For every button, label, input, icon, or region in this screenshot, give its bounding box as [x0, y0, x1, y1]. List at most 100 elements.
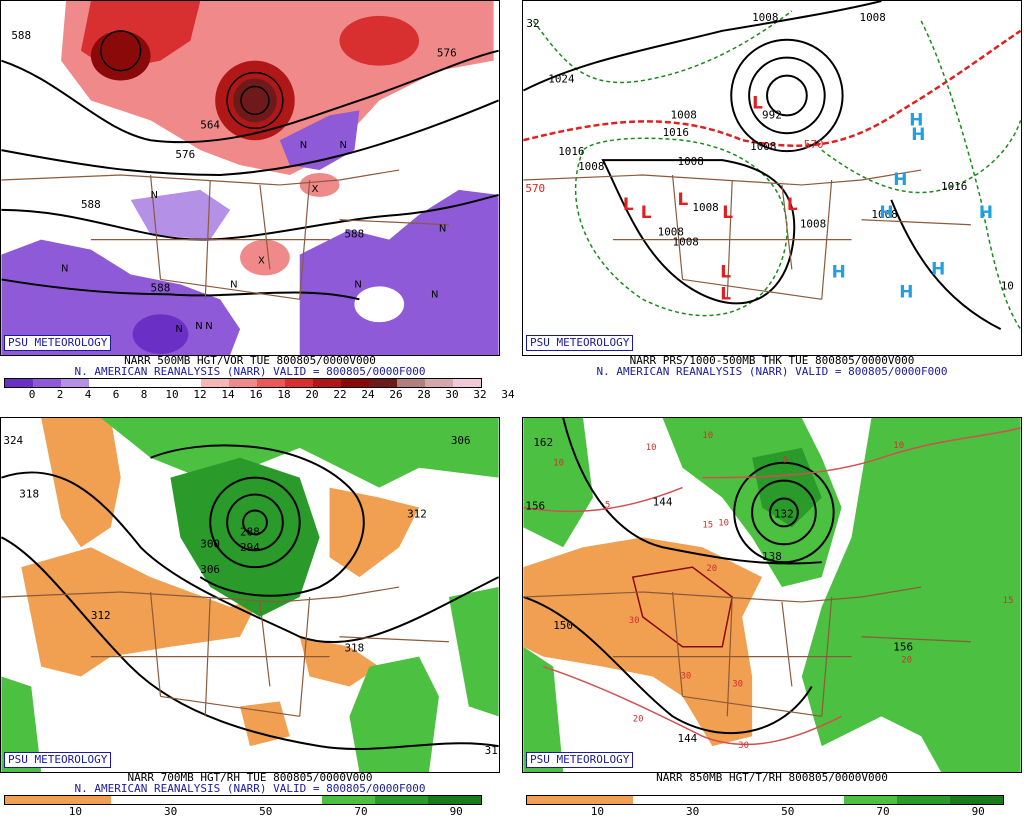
isobar-label: 1008: [671, 108, 697, 121]
height-label: 312: [91, 609, 111, 622]
colorbar-tick-label: 30: [163, 805, 178, 818]
isobar-label: 1008: [673, 236, 699, 249]
colorbar-tick-label: 0: [28, 388, 36, 401]
temp-box-label: 10: [702, 431, 713, 441]
vort-min-mark: N: [339, 140, 346, 151]
height-label: 588: [344, 228, 364, 241]
colorbar-swatch: [527, 796, 580, 804]
psu-logo: PSU METEOROLOGY: [526, 752, 634, 768]
temp-box-label: 30: [738, 741, 749, 751]
colorbar-tick-label: 32: [473, 388, 487, 401]
vort-min-mark: N: [439, 224, 446, 235]
colorbar-swatch: [5, 796, 58, 804]
colorbar-swatch: [791, 796, 845, 804]
colorbar-tick-label: 26: [389, 388, 403, 401]
colorbar-swatch: [632, 796, 686, 804]
vorticity-marks: N N N N N N N N N N N X X: [61, 140, 446, 335]
colorbar-tick-label: 50: [781, 805, 795, 818]
temp-box-label: 30: [629, 616, 640, 626]
height-label: 306: [451, 434, 471, 447]
temp-box-label: 30: [681, 672, 692, 682]
colorbar-swatch: [685, 796, 739, 804]
height-label: 156: [525, 499, 545, 512]
colorbar-tick-label: 28: [417, 388, 431, 401]
vort-min-mark: N: [431, 289, 438, 300]
colorbar-tick-label: 50: [259, 805, 273, 818]
product-title: NARR 850MB HGT/T/RH 800805/0000V000: [656, 771, 888, 784]
height-label: 138: [762, 550, 782, 563]
colorbar-tick-label: 8: [140, 388, 148, 401]
colorbar-swatch: [397, 379, 425, 387]
isobar-label: 1008: [692, 201, 718, 214]
vort-min-mark: N: [175, 324, 182, 335]
isobar-label: 1008: [678, 155, 704, 168]
isobar-label: 1008: [860, 11, 886, 24]
colorbar-tick-label: 12: [193, 388, 207, 401]
isobar-label: 32: [526, 17, 539, 30]
colorbar-swatch: [369, 379, 397, 387]
psu-logo: PSU METEOROLOGY: [526, 335, 634, 351]
isobar-label: 1016: [558, 145, 584, 158]
psu-logo: PSU METEOROLOGY: [4, 752, 112, 768]
colorbar-swatch: [33, 379, 61, 387]
colorbar-tick-label: 14: [221, 388, 235, 401]
high-center-symbol: H: [911, 124, 925, 144]
height-label: 576: [175, 148, 195, 161]
high-center-symbol: H: [909, 109, 923, 129]
colorbar-tick-label: 24: [361, 388, 375, 401]
isobar-label: 1008: [658, 226, 684, 239]
temp-box-label: 10: [718, 518, 729, 528]
colorbar-rh-850: [526, 795, 1004, 805]
contour-labels-500mb: 588 576 564 588 588 588 576: [11, 29, 456, 295]
height-labels-700mb: 324 318 306 306 312 312 318 300 294 288 …: [3, 434, 497, 757]
height-label: 300: [200, 537, 220, 550]
product-title: NARR 700MB HGT/RH TUE 800805/0000V000: [127, 771, 373, 784]
valid-time: N. AMERICAN REANALYSIS (NARR) VALID = 80…: [74, 365, 426, 378]
panel-500mb-vorticity: 588 576 564 588 588 588 576 N N N N N N …: [0, 0, 515, 403]
panel-pressure-thickness: 1024 1016 1008 1008 1008 1008 1008 1008 …: [522, 0, 1022, 403]
colorbar-swatch: [201, 379, 229, 387]
colorbar-swatch: [375, 796, 428, 804]
vort-min-mark: N: [230, 279, 237, 290]
height-label: 318: [344, 642, 364, 655]
vort-min-mark: N: [354, 279, 361, 290]
colorbar-tick-label: 4: [84, 388, 92, 401]
colorbar-swatch: [579, 796, 633, 804]
height-label: 312: [407, 507, 427, 520]
colorbar-swatch: [738, 796, 792, 804]
thickness-labels: 570 570: [525, 138, 823, 195]
colorbar-swatch: [285, 379, 313, 387]
height-label: 156: [893, 641, 913, 654]
colorbar-swatch: [163, 796, 217, 804]
map-500mb: 588 576 564 588 588 588 576 N N N N N N …: [0, 0, 500, 356]
height-label: 324: [3, 434, 23, 447]
isobar-label: 1016: [663, 126, 689, 139]
psu-logo: PSU METEOROLOGY: [4, 335, 112, 351]
panel-700mb-rh: 324 318 306 306 312 312 318 300 294 288 …: [0, 417, 500, 820]
low-center-symbol: L: [752, 92, 763, 112]
panel-850mb-temp-rh: 162 156 150 144 144 138 156 132 10 10 10…: [522, 417, 1022, 820]
colorbar-tick-label: 90: [449, 805, 463, 818]
colorbar-swatch: [173, 379, 201, 387]
height-label: 294: [240, 541, 260, 554]
low-center-symbol: L: [720, 283, 731, 303]
colorbar-vorticity: [4, 378, 482, 388]
height-label: 144: [653, 496, 673, 509]
low-center-symbol: L: [787, 194, 798, 214]
colorbar-swatch: [897, 796, 950, 804]
vort-min-mark: N: [195, 321, 202, 332]
product-title: NARR PRS/1000-500MB THK TUE 800805/0000V…: [629, 354, 915, 367]
colorbar-swatch: [950, 796, 1003, 804]
temp-box-label: 20: [706, 564, 717, 574]
map-700mb: 324 318 306 306 312 312 318 300 294 288 …: [0, 417, 500, 773]
low-center-symbol: L: [641, 202, 652, 222]
colorbar-tick-label: 6: [112, 388, 120, 401]
colorbar-tick-label: 16: [249, 388, 263, 401]
low-center-symbol: L: [623, 194, 634, 214]
temp-box-label: 10: [553, 459, 564, 469]
vort-min-mark: N: [151, 190, 158, 201]
colorbar-swatch: [89, 379, 117, 387]
isobar-label: 1008: [800, 218, 826, 231]
colorbar-swatch: [5, 379, 33, 387]
thickness-label: 570: [525, 182, 545, 195]
